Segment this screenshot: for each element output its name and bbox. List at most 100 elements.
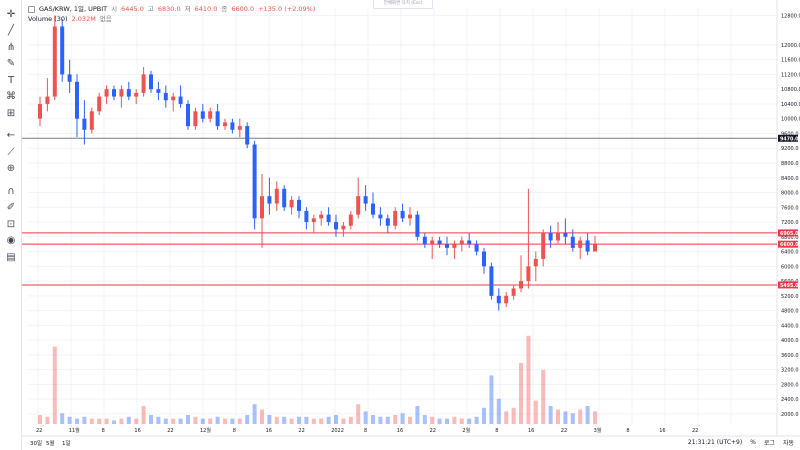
price-chart[interactable]: 12800.0 12000.0 11600.0 11200.0 10800.0 10400… <box>22 0 800 450</box>
pitchfork-icon[interactable]: ⋔ <box>6 41 16 53</box>
price-tag-label: 6600.0 <box>780 242 799 248</box>
candle-body <box>363 196 368 204</box>
volume-bar <box>341 418 346 424</box>
candle-body <box>82 118 87 130</box>
candle-body <box>570 236 575 248</box>
pattern-icon[interactable]: ⌘ <box>6 91 16 102</box>
candle-body <box>304 210 309 223</box>
candle-body <box>467 240 472 245</box>
candle-body <box>75 81 79 119</box>
price-tick-label: 2800.0 <box>781 382 799 388</box>
candle-body <box>60 26 65 75</box>
candle-body <box>533 258 538 267</box>
candle-body <box>400 210 405 219</box>
time-tick-label: 16 <box>134 428 140 434</box>
volume-bar <box>541 370 546 424</box>
trend-line-icon[interactable]: ╱ <box>7 25 15 36</box>
price-tick-label: 6400.0 <box>781 250 799 256</box>
price-tick-label: 9200.0 <box>781 146 799 152</box>
symbol-toggle-icon[interactable] <box>28 5 35 13</box>
volume-bar <box>378 416 383 424</box>
candle-body <box>274 188 279 204</box>
volume-bar <box>570 413 575 424</box>
low-label: 저 <box>184 5 191 13</box>
candle-body <box>208 111 213 119</box>
candle-body <box>563 233 568 237</box>
symbol-label[interactable]: GAS/KRW, 1일, UPBIT <box>39 5 108 13</box>
candle-body <box>422 236 427 245</box>
candle-body <box>200 111 205 119</box>
range-label: 5월 <box>46 439 55 447</box>
price-tag <box>778 281 798 289</box>
auto-toggle[interactable]: 자동 <box>782 440 794 447</box>
volume-bar <box>504 411 509 424</box>
volume-bar <box>274 416 279 424</box>
candle-body <box>245 126 250 145</box>
horizontal-lines <box>22 137 777 286</box>
candle-body <box>504 295 509 304</box>
time-tick-label: 22 <box>692 428 698 434</box>
candle-body <box>215 111 220 127</box>
volume-bar <box>245 415 250 424</box>
percent-toggle[interactable]: % <box>750 439 756 446</box>
ruler-icon[interactable]: ⊞ <box>6 107 16 119</box>
candle-body <box>452 244 457 248</box>
candle-body <box>149 74 153 90</box>
low-value: 6410.0 <box>194 5 218 13</box>
time-tick-label: 12월 <box>200 427 211 434</box>
time-tick-label: 8 <box>102 428 105 434</box>
candle-body <box>45 96 50 104</box>
price-tick-label: 5200.0 <box>781 294 799 300</box>
time-axis: 22 11월 8 16 22 12월 8 16 22 2022 8 16 22 2월 8 16 22 3월 8 16 2… <box>30 427 698 447</box>
time-tick-label: 22 <box>36 428 42 434</box>
candle-body <box>489 266 494 296</box>
bottom-bar: 21:31:21 (UTC+9) % 로그 자동 <box>688 438 794 447</box>
candle-body <box>89 111 94 130</box>
candle-body <box>223 122 227 127</box>
magnet-icon[interactable]: ∩ <box>7 185 15 197</box>
lock-icon[interactable]: ⊡ <box>6 218 16 230</box>
volume-bar <box>348 416 353 424</box>
candle-body <box>326 214 331 223</box>
candle-body <box>519 281 523 289</box>
volume-bar <box>393 415 398 424</box>
price-tick-label: 11200.0 <box>781 72 800 78</box>
lock-drawing-icon[interactable]: ✐ <box>6 202 16 213</box>
candle-body <box>415 214 420 237</box>
price-tick-label: 3600.0 <box>781 353 799 359</box>
candle-body <box>163 92 168 101</box>
volume-bar <box>371 415 375 424</box>
trash-icon[interactable]: ▤ <box>6 251 16 263</box>
candle-body <box>38 103 42 119</box>
price-tick-label: 8400.0 <box>781 176 799 182</box>
text-icon[interactable]: T <box>7 74 15 86</box>
brush-icon[interactable]: ✎ <box>6 58 16 69</box>
zoom-icon[interactable]: ⊕ <box>6 163 16 174</box>
measure-icon[interactable]: ⟋ <box>7 146 15 158</box>
price-tag <box>778 134 798 142</box>
volume-bar <box>89 418 94 424</box>
clock[interactable]: 21:31:21 (UTC+9) <box>687 439 743 446</box>
candle-body <box>437 240 442 245</box>
crosshair-icon[interactable]: ✛ <box>6 8 16 20</box>
volume-bar <box>311 418 316 424</box>
volume-bars <box>38 335 597 424</box>
volume-bar <box>452 416 457 424</box>
volume-bar <box>289 418 294 424</box>
volume-bar <box>193 416 198 424</box>
candle-body <box>119 89 124 97</box>
close-value: 6600.0 <box>231 5 255 13</box>
time-tick-label: 22 <box>430 428 436 434</box>
candle-body <box>348 214 353 226</box>
candle-body <box>67 74 72 82</box>
candle-body <box>282 188 287 208</box>
log-toggle[interactable]: 로그 <box>763 440 775 447</box>
candle-body <box>97 96 102 112</box>
arrow-left-icon[interactable]: ← <box>6 130 16 141</box>
range-label: 30일 <box>30 439 42 447</box>
eye-icon[interactable]: ◉ <box>6 235 16 246</box>
volume-label[interactable]: Volume (30) <box>28 15 68 23</box>
volume-bar <box>52 346 57 424</box>
candle-body <box>134 92 139 97</box>
volume-bar <box>467 418 472 424</box>
